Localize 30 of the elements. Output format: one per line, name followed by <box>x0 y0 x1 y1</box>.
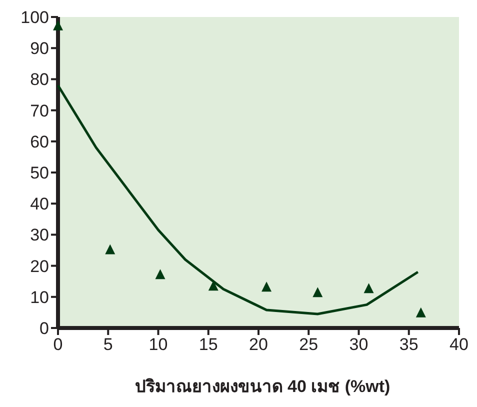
x-tick-label: 20 <box>249 335 268 354</box>
y-tick-label: 70 <box>30 101 49 120</box>
y-tick-label: 80 <box>30 70 49 90</box>
point <box>364 283 374 294</box>
y-tick-label: 30 <box>30 226 49 245</box>
x-axis-title: ปริมาณยางผงขนาด 40 เมช (%wt) <box>134 377 390 396</box>
point <box>105 244 116 254</box>
x-tick-label: 40 <box>450 335 468 354</box>
y-tick-label: 10 <box>30 288 49 307</box>
y-tick-label: 90 <box>30 39 49 58</box>
point <box>53 20 63 30</box>
y-tick-label: 60 <box>30 132 49 152</box>
point <box>208 280 218 291</box>
point <box>416 307 426 318</box>
y-tick-label: 100 <box>20 8 49 27</box>
x-tick-label: 30 <box>349 335 368 354</box>
y-tick-label: 50 <box>30 164 49 182</box>
y-tick-label: 0 <box>40 319 49 338</box>
x-tick-label: 25 <box>299 335 318 354</box>
x-tick-label: 0 <box>53 335 63 354</box>
y-tick-label: 20 <box>30 256 49 276</box>
y-tick-label: 40 <box>30 194 49 214</box>
point <box>262 282 272 292</box>
x-tick-label: 5 <box>103 335 113 354</box>
x-tick-label: 10 <box>148 335 168 354</box>
x-tick-label: 15 <box>198 335 218 354</box>
x-tick-label: 35 <box>399 335 418 354</box>
line-series <box>56 84 420 316</box>
point <box>155 269 166 280</box>
point <box>312 287 323 298</box>
